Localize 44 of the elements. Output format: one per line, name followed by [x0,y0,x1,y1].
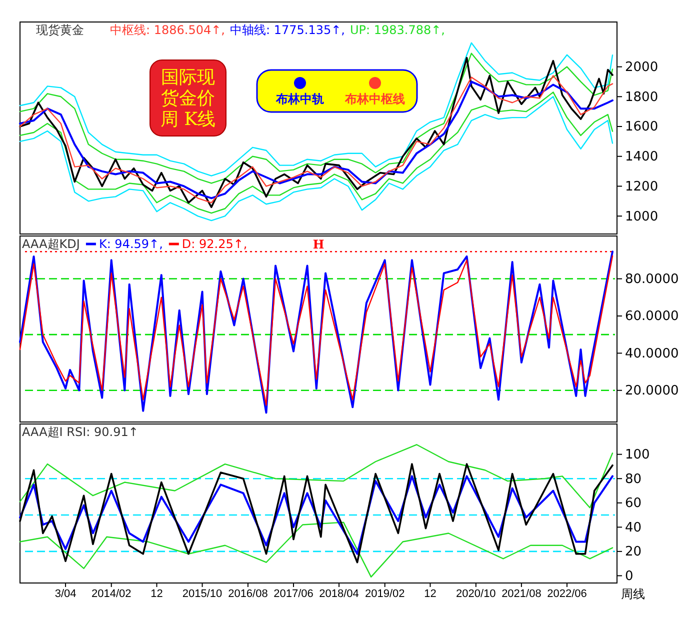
legend-label: K: 94.59↑, [98,237,163,251]
y-tick-label: 2000 [625,60,658,75]
y-tick-label: 1200 [625,179,658,194]
y-tick-label: 40 [625,520,642,536]
y-tick-label: 40.0000 [625,346,679,362]
annotation: 中轴线: 1775.135↑, [230,23,345,37]
legend-label: D: 92.25↑, [182,237,248,251]
x-tick-label: 2016/08 [228,588,268,600]
x-tick-label: 3/04 [54,588,76,600]
line-series [19,522,614,578]
x-tick-label: 2022/06 [547,588,587,600]
y-tick-label: 0 [625,568,634,584]
x-tick-label: 2020/10 [456,588,496,600]
y-tick-label: 80.0000 [625,272,679,287]
x-tick-label: 2017/06 [274,588,314,600]
legend-label: 布林中轨 [275,92,324,106]
y-tick-label: 1600 [625,120,658,135]
annotation: 中枢线: 1886.504↑, [110,23,225,37]
y-tick-label: 1000 [625,209,658,224]
y-tick-label: 1400 [625,150,658,165]
y-tick-label: 20 [625,544,642,560]
ref-line-label: H [312,238,324,252]
line-series [19,475,614,555]
y-tick-label: 80 [625,472,642,487]
x-tick-label: 12 [424,588,436,600]
x-tick-label: 2014/02 [91,588,132,600]
text: 周线 [621,587,645,601]
y-tick-label: 20.0000 [625,384,679,399]
annotation: 国际现货金价周 K线 [160,67,216,130]
x-tick-label: 2019/02 [364,588,405,600]
x-tick-label: 12 [150,588,163,600]
x-tick-label: 2018/04 [319,588,359,600]
y-tick-label: 60 [625,496,642,512]
chart-title: AAA超KDJ [22,237,80,251]
x-tick-label: 2015/10 [182,588,222,600]
line-series [19,444,614,508]
annotation: UP: 1983.788↑, [350,23,445,37]
chart-title: AAA超I RSI: 90.91↑ [22,425,138,439]
chart-title: 现货黄金 [36,23,84,37]
x-tick-label: 2021/08 [502,588,542,600]
y-tick-label: 1800 [625,90,658,105]
y-tick-label: 60.0000 [625,309,679,324]
legend-label: 布林中枢线 [344,92,405,106]
y-tick-label: 100 [625,448,650,463]
